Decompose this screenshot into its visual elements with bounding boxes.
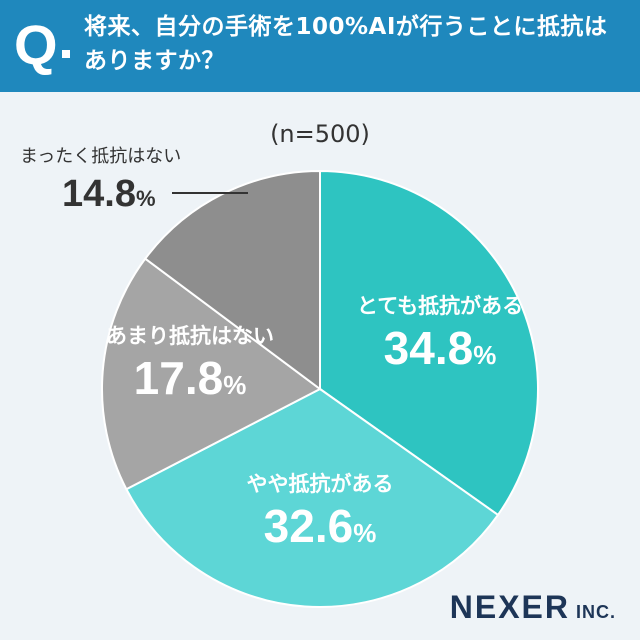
- slice-value-2: 17.8: [133, 352, 224, 404]
- slice-name-1: やや抵抗がある: [246, 472, 394, 496]
- pie-slice-0: [319, 169, 539, 517]
- question-text: 将来、自分の手術を100%AIが行うことに抵抗はありますか？: [84, 14, 608, 74]
- brand-suffix: INC.: [576, 602, 616, 622]
- leader-line: [172, 192, 248, 194]
- q-mark: Q: [14, 13, 58, 76]
- pie-slice-1: [125, 387, 500, 608]
- slice-name-0: とても抵抗がある: [356, 294, 524, 318]
- slice-value-1: 32.6: [263, 500, 354, 552]
- question-header: Q 将来、自分の手術を100%AIが行うことに抵抗はありますか？: [0, 0, 640, 92]
- pie-slice-2: [101, 257, 322, 491]
- sample-size-note: (n=500): [270, 120, 370, 148]
- slice-value-3: 14.8: [62, 173, 136, 215]
- nexer-logo: NEXER INC.: [450, 589, 616, 626]
- brand-name: NEXER: [449, 589, 570, 625]
- slice-label-2: あまり抵抗はない 17.8%: [80, 322, 300, 413]
- slice-value-0: 34.8: [383, 322, 474, 374]
- slice-unit-1: %: [353, 518, 377, 548]
- q-dot: [62, 50, 70, 58]
- slice-unit-2: %: [223, 370, 247, 400]
- slice-label-1: やや抵抗がある 32.6%: [210, 470, 430, 561]
- slice-unit-3: %: [135, 186, 156, 211]
- slice-unit-0: %: [473, 340, 497, 370]
- slice-label-0: とても抵抗がある 34.8%: [330, 292, 550, 383]
- slice-name-3: まったく抵抗はない: [20, 146, 182, 167]
- slice-label-3: まったく抵抗はない 14.8%: [20, 144, 181, 223]
- slice-name-2: あまり抵抗はない: [106, 324, 274, 348]
- pie-slice-3: [143, 169, 321, 391]
